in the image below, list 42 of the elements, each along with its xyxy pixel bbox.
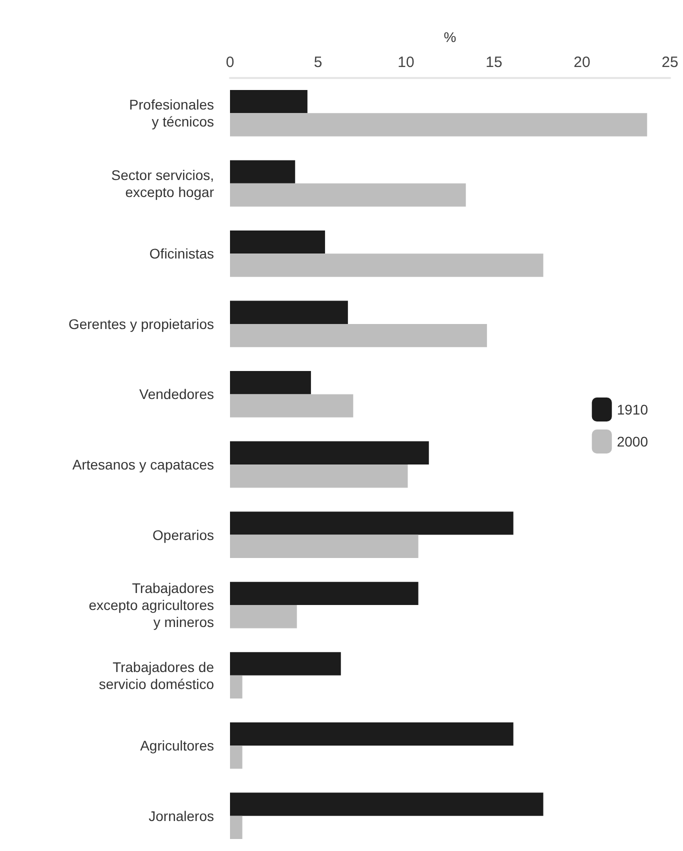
y-tick-label: Trabajadores de servicio doméstico (98, 658, 214, 692)
bar (230, 394, 354, 418)
legend-label: 1910 (616, 402, 648, 418)
bar (230, 230, 326, 254)
legend-label: 2000 (616, 434, 648, 450)
bar (230, 675, 242, 699)
bar (230, 90, 308, 114)
bar (230, 512, 514, 535)
x-tick-label: 5 (314, 54, 322, 71)
bar (230, 324, 487, 348)
bar (230, 160, 296, 184)
x-tick-label: 10 (398, 54, 414, 71)
bar (230, 300, 348, 324)
bar (230, 371, 311, 394)
x-axis-title: % (444, 29, 456, 45)
y-tick-label: Trabajadores excepto agricultores y mineros (88, 580, 214, 630)
x-tick-label: 0 (226, 54, 234, 71)
y-tick-label: Profesionales y técnicos (129, 96, 214, 130)
bar (230, 722, 514, 746)
y-tick-label: Jornaleros (148, 808, 214, 824)
y-tick-label: Oficinistas (149, 246, 214, 262)
bar (230, 746, 242, 769)
bar (230, 113, 648, 136)
bar (230, 582, 418, 606)
x-tick-label: 25 (662, 54, 678, 71)
bar (230, 652, 341, 676)
y-tick-label: Gerentes y propietarios (68, 316, 214, 332)
x-tick-label: 20 (574, 54, 590, 71)
bar (230, 254, 544, 277)
bar (230, 183, 466, 207)
bar (230, 792, 544, 816)
bar (230, 816, 242, 840)
x-tick-label: 15 (486, 54, 502, 71)
bar (230, 464, 408, 488)
y-tick-label: Artesanos y capataces (72, 456, 214, 472)
y-tick-label: Sector servicios, excepto hogar (111, 166, 214, 200)
y-tick-label: Agricultores (140, 738, 214, 754)
bar (230, 534, 418, 558)
y-tick-label: Vendedores (139, 386, 214, 402)
bar (230, 441, 429, 464)
bar (230, 605, 297, 628)
y-tick-label: Operarios (152, 526, 214, 543)
